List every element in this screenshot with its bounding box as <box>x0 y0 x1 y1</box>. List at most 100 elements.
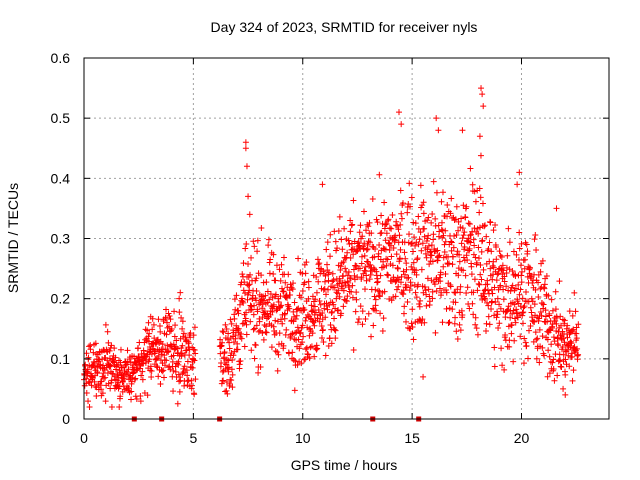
data-point <box>508 330 515 337</box>
data-point <box>459 225 466 232</box>
data-point <box>396 255 403 262</box>
data-point <box>178 314 185 321</box>
data-point <box>147 313 154 320</box>
data-point <box>531 301 538 308</box>
data-point <box>385 216 392 223</box>
data-point <box>337 266 344 273</box>
data-point <box>275 341 282 348</box>
data-point <box>221 349 228 356</box>
data-point <box>155 316 162 323</box>
data-point <box>546 353 553 360</box>
data-point <box>85 398 92 405</box>
data-point <box>176 295 183 302</box>
data-point <box>344 249 351 256</box>
data-point <box>267 291 274 298</box>
data-point <box>386 225 393 232</box>
data-point <box>156 323 163 330</box>
data-point <box>403 284 410 291</box>
data-point <box>218 342 225 349</box>
data-point <box>140 347 147 354</box>
data-point <box>367 239 374 246</box>
data-point <box>476 281 483 288</box>
data-point <box>486 239 493 246</box>
data-point <box>535 294 542 301</box>
data-point <box>351 238 358 245</box>
data-point <box>231 315 238 322</box>
data-point <box>106 347 113 354</box>
data-point <box>345 269 352 276</box>
data-point <box>225 364 232 371</box>
data-point <box>476 185 483 192</box>
data-point <box>463 203 470 210</box>
data-point <box>451 232 458 239</box>
data-point <box>434 247 441 254</box>
data-point <box>262 292 269 299</box>
data-point <box>364 245 371 252</box>
data-point <box>475 280 482 287</box>
data-point <box>451 289 458 296</box>
data-point <box>469 300 476 307</box>
data-point <box>361 240 368 247</box>
data-point <box>219 339 226 346</box>
data-point <box>475 230 482 237</box>
data-point <box>315 307 322 314</box>
data-point <box>229 357 236 364</box>
data-point <box>497 305 504 312</box>
data-point <box>377 310 384 317</box>
data-point <box>423 254 430 261</box>
data-point <box>234 327 241 334</box>
data-point <box>512 272 519 279</box>
data-point <box>448 238 455 245</box>
data-point <box>455 272 462 279</box>
data-point <box>397 187 404 194</box>
data-point <box>227 316 234 323</box>
data-point <box>314 315 321 322</box>
data-point <box>423 291 430 298</box>
data-point <box>243 163 250 170</box>
data-point <box>338 310 345 317</box>
data-point <box>495 324 502 331</box>
data-point <box>516 291 523 298</box>
data-point <box>286 350 293 357</box>
data-point <box>178 350 185 357</box>
data-point <box>412 220 419 227</box>
data-point <box>422 250 429 257</box>
data-point <box>406 180 413 187</box>
y-tick-label: 0.2 <box>51 291 71 307</box>
data-point <box>461 229 468 236</box>
data-point <box>234 340 241 347</box>
data-point <box>137 398 144 405</box>
data-point <box>284 294 291 301</box>
data-point <box>516 169 523 176</box>
data-point <box>304 311 311 318</box>
data-point <box>326 269 333 276</box>
data-point <box>259 301 266 308</box>
data-point <box>472 314 479 321</box>
data-point <box>575 321 582 328</box>
data-point <box>144 327 151 334</box>
data-point <box>308 308 315 315</box>
data-point <box>533 355 540 362</box>
data-point <box>446 319 453 326</box>
data-point <box>188 382 195 389</box>
data-point <box>539 344 546 351</box>
chart-title: Day 324 of 2023, SRMTID for receiver nyl… <box>211 19 478 35</box>
data-point <box>297 329 304 336</box>
data-point <box>540 284 547 291</box>
data-point <box>294 306 301 313</box>
data-point <box>388 297 395 304</box>
data-point <box>283 326 290 333</box>
data-point <box>330 301 337 308</box>
data-point <box>237 357 244 364</box>
data-point <box>467 239 474 246</box>
data-point <box>503 264 510 271</box>
data-point <box>360 270 367 277</box>
data-point <box>512 319 519 326</box>
data-point <box>165 348 172 355</box>
data-point <box>400 268 407 275</box>
data-point <box>374 278 381 285</box>
data-point <box>497 282 504 289</box>
data-point <box>384 256 391 263</box>
data-point <box>153 363 160 370</box>
